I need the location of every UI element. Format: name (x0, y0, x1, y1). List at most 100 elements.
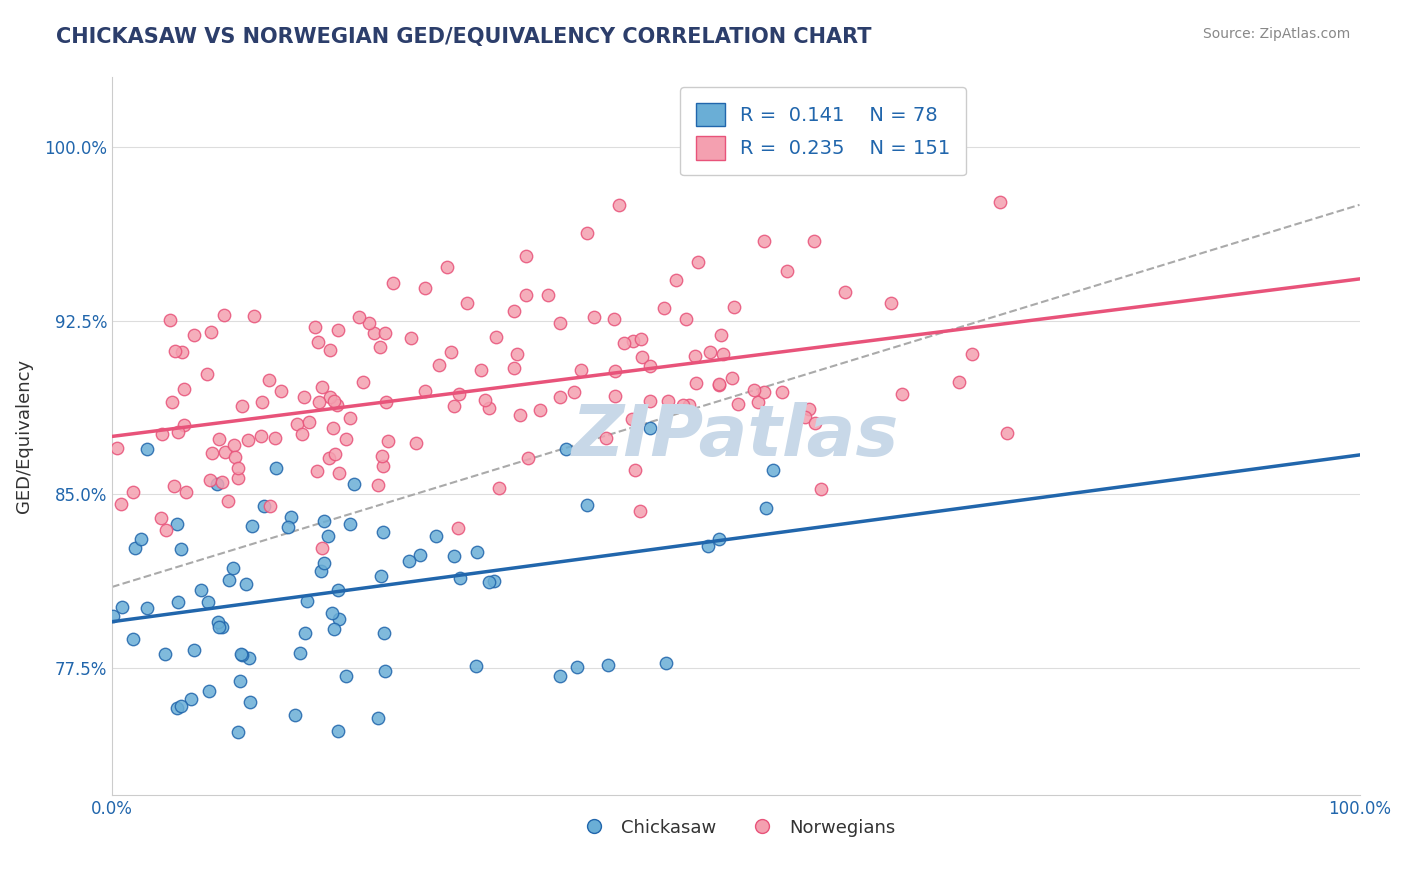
Point (761, 462, 783, 476)
Point (413, 384, 436, 398)
Point (166, 594, 188, 608)
Point (502, 304, 524, 318)
Point (567, 659, 589, 673)
Point (270, 384, 292, 399)
Point (655, 656, 678, 670)
Point (226, 460, 249, 475)
Point (478, 575, 501, 590)
Point (399, 331, 422, 345)
Point (960, 347, 983, 361)
Point (200, 326, 222, 340)
Point (529, 403, 551, 417)
Point (723, 300, 745, 314)
Point (720, 371, 742, 385)
Point (285, 417, 308, 432)
Point (436, 260, 458, 274)
Point (228, 673, 250, 688)
Point (373, 626, 395, 640)
Point (166, 517, 188, 532)
Point (371, 449, 394, 463)
Point (211, 475, 233, 489)
Point (582, 310, 605, 324)
Point (312, 515, 335, 529)
Point (834, 285, 856, 299)
Point (339, 516, 361, 531)
Point (198, 683, 221, 698)
Point (211, 619, 233, 633)
Point (630, 332, 652, 346)
Point (550, 668, 572, 682)
Point (228, 725, 250, 739)
Point (415, 281, 437, 295)
Point (488, 481, 510, 495)
Point (226, 471, 249, 485)
Point (173, 382, 195, 396)
Point (576, 498, 599, 512)
Point (742, 384, 765, 398)
Point (672, 398, 695, 412)
Point (307, 334, 329, 349)
Point (259, 499, 281, 513)
Point (793, 409, 815, 424)
Point (326, 723, 349, 738)
Point (101, 608, 124, 623)
Point (173, 417, 195, 432)
Text: Source: ZipAtlas.com: Source: ZipAtlas.com (1202, 27, 1350, 41)
Point (620, 412, 643, 426)
Point (638, 393, 661, 408)
Point (630, 350, 652, 364)
Point (367, 711, 389, 725)
Point (810, 483, 832, 497)
Point (264, 432, 287, 446)
Point (124, 541, 146, 555)
Point (447, 387, 470, 401)
Point (165, 343, 187, 358)
Point (277, 519, 299, 533)
Point (312, 556, 335, 570)
Point (776, 264, 799, 278)
Point (517, 451, 540, 466)
Point (253, 499, 276, 513)
Point (180, 692, 202, 706)
Point (297, 593, 319, 607)
Point (280, 510, 302, 524)
Point (995, 426, 1018, 441)
Point (195, 367, 218, 381)
Point (710, 328, 733, 343)
Point (238, 651, 260, 665)
Point (652, 301, 675, 316)
Point (405, 435, 427, 450)
Point (343, 477, 366, 491)
Point (316, 528, 339, 542)
Point (176, 485, 198, 500)
Point (374, 326, 396, 341)
Point (770, 384, 793, 399)
Point (238, 695, 260, 709)
Point (231, 648, 253, 662)
Point (470, 363, 492, 377)
Point (222, 561, 245, 575)
Point (105, 442, 128, 456)
Point (311, 564, 333, 578)
Point (880, 296, 903, 310)
Point (292, 803, 315, 817)
Point (727, 397, 749, 411)
Point (623, 462, 645, 476)
Point (122, 632, 145, 646)
Point (292, 390, 315, 404)
Point (326, 322, 349, 336)
Point (484, 330, 506, 344)
Point (170, 344, 193, 359)
Point (890, 387, 912, 401)
Text: CHICKASAW VS NORWEGIAN GED/EQUIVALENCY CORRELATION CHART: CHICKASAW VS NORWEGIAN GED/EQUIVALENCY C… (56, 27, 872, 46)
Point (685, 376, 707, 390)
Point (201, 446, 224, 460)
Point (443, 549, 465, 563)
Point (699, 344, 721, 359)
Point (183, 642, 205, 657)
Point (375, 394, 398, 409)
Point (359, 316, 381, 330)
Point (122, 485, 145, 500)
Point (515, 249, 537, 263)
Point (208, 433, 231, 447)
